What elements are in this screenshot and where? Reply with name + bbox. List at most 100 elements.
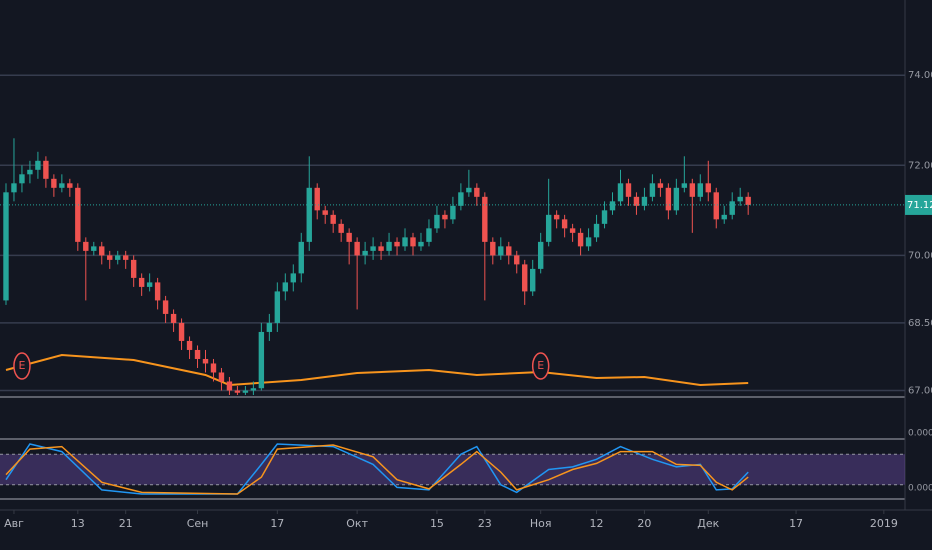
stochastic-line — [5, 444, 749, 495]
candle-body — [561, 219, 568, 229]
x-tick-label: 17 — [270, 517, 284, 530]
candle-body — [537, 241, 544, 269]
candle-body — [362, 250, 368, 256]
volume-axis-label: 0.0000 — [908, 429, 932, 439]
candle-body — [394, 241, 400, 247]
candle-body — [577, 232, 584, 247]
candle-body — [506, 246, 512, 256]
candle-body — [314, 187, 320, 211]
candle-body — [83, 241, 89, 251]
candle-body — [697, 183, 703, 197]
candle-body — [737, 196, 743, 202]
candle-body — [282, 282, 289, 292]
candle-body — [410, 237, 416, 247]
event-label: E — [18, 359, 25, 372]
candle-body — [713, 192, 719, 220]
candle-body — [202, 358, 209, 364]
stochastic-axis-label: 0.0000 — [908, 484, 932, 494]
candle-body — [3, 192, 9, 301]
y-tick-label: 72.00 — [908, 160, 932, 171]
candle-body — [442, 214, 448, 220]
event-label: E — [537, 359, 544, 372]
x-tick-label: 23 — [478, 517, 492, 530]
candle-body — [170, 313, 177, 323]
candle-body — [386, 241, 392, 251]
candle-body — [633, 196, 640, 206]
candle-body — [218, 372, 225, 382]
candle-body — [681, 183, 688, 188]
stochastic-line — [5, 443, 749, 495]
candle-body — [210, 363, 217, 373]
candle-body — [146, 282, 153, 287]
x-tick-label: 15 — [430, 517, 444, 530]
candle-body — [35, 160, 41, 170]
candle-body — [402, 237, 408, 247]
candle-body — [330, 214, 336, 224]
candle-body — [51, 178, 57, 188]
candle-body — [721, 214, 727, 220]
x-tick-label: Сен — [187, 517, 209, 530]
y-tick-label: 68.50 — [908, 318, 932, 329]
candle-body — [43, 160, 49, 179]
candle-body — [514, 255, 520, 265]
x-tick-label: 12 — [590, 517, 604, 530]
candle-body — [625, 183, 632, 197]
candle-body — [585, 237, 592, 247]
candle-body — [11, 183, 17, 193]
candle-body — [75, 187, 81, 242]
x-tick-label: Авг — [4, 517, 24, 530]
candle-body — [138, 277, 145, 287]
candle-body — [306, 187, 312, 242]
candle-body — [115, 255, 121, 260]
x-tick-label: 21 — [119, 517, 133, 530]
candle-body — [418, 241, 424, 247]
volume-ma-line — [5, 353, 749, 387]
candle-body — [705, 183, 711, 193]
candle-body — [250, 388, 257, 391]
candle-body — [107, 255, 113, 260]
stochastic-band — [0, 454, 905, 485]
candle-body — [745, 196, 751, 205]
candle-body — [545, 214, 552, 242]
candle-body — [59, 183, 65, 188]
candle-body — [689, 183, 696, 197]
candle-body — [665, 187, 672, 211]
candle-body — [67, 183, 73, 188]
candle-body — [378, 246, 384, 251]
candle-body — [290, 273, 296, 283]
candle-body — [162, 300, 169, 314]
candle-body — [99, 246, 105, 256]
candle-body — [569, 228, 576, 233]
candle-body — [673, 187, 680, 211]
candle-body — [178, 322, 185, 341]
candle-body — [641, 196, 648, 206]
candle-body — [130, 259, 137, 278]
last-price-label: 71.12 — [907, 200, 932, 211]
candle-body — [226, 381, 233, 391]
candle-body — [122, 255, 129, 260]
candle-body — [474, 187, 480, 197]
candle-body — [338, 223, 344, 233]
y-tick-label: 70.00 — [908, 250, 932, 261]
candle-body — [530, 268, 536, 292]
event-marker — [13, 352, 31, 380]
x-tick-label: Ноя — [530, 517, 552, 530]
x-tick-label: Окт — [346, 517, 368, 530]
candle-body — [649, 183, 656, 197]
candle-body — [258, 331, 265, 389]
x-tick-label: Дек — [697, 517, 719, 530]
candle-body — [346, 232, 352, 242]
candle-body — [450, 205, 456, 220]
event-marker — [531, 352, 550, 380]
x-tick-label: 13 — [71, 517, 85, 530]
candle-body — [19, 174, 25, 184]
candle-body — [370, 246, 376, 251]
candle-body — [266, 322, 273, 332]
candle-body — [234, 390, 241, 393]
candle-body — [657, 183, 664, 188]
candle-body — [490, 241, 496, 256]
candle-body — [322, 210, 328, 215]
candle-body — [498, 246, 504, 256]
